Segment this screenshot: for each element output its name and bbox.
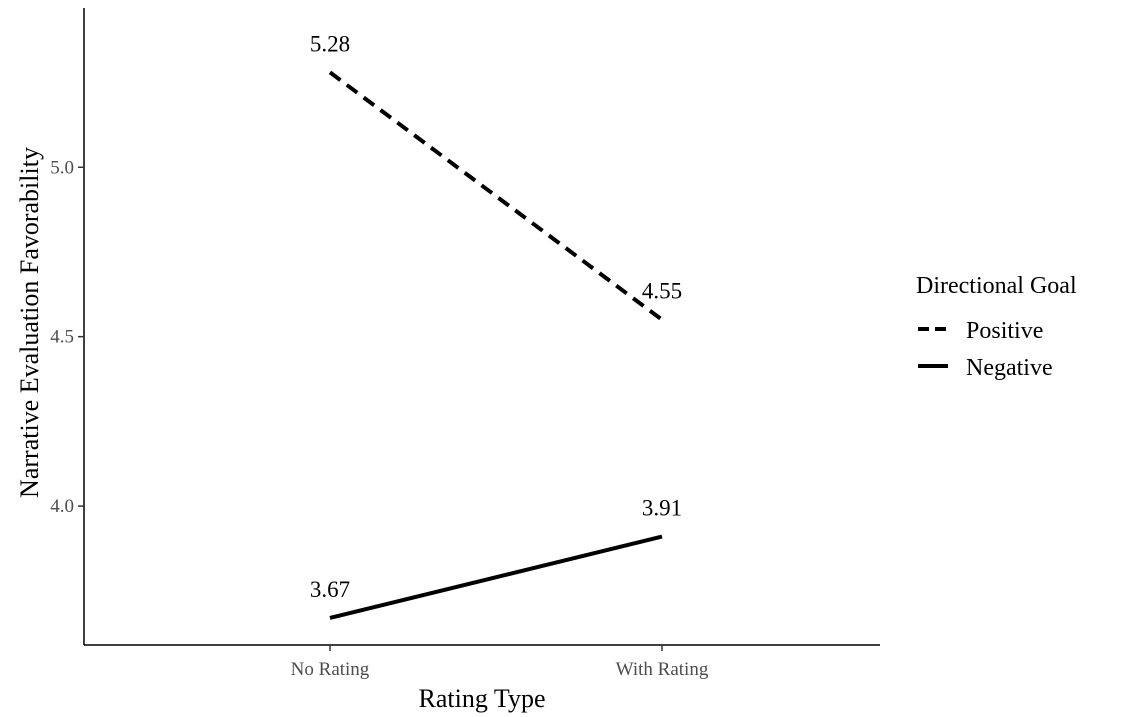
- legend-label-negative: Negative: [966, 355, 1053, 381]
- y-tick-label: 4.0: [50, 496, 74, 517]
- axes: [83, 8, 880, 646]
- y-tick-label: 5.0: [50, 157, 74, 178]
- series-line-negative: [329, 534, 663, 620]
- y-tick-label: 4.5: [50, 327, 74, 348]
- y-axis-title: Narrative Evaluation Favorability: [15, 147, 44, 498]
- series-lines: [328, 70, 664, 620]
- data-label-positive: 5.28: [310, 31, 350, 56]
- data-labels: 5.28 4.55 3.67 3.91: [310, 31, 682, 602]
- x-tick-label: With Rating: [616, 659, 709, 680]
- data-label-positive: 4.55: [642, 279, 682, 304]
- y-ticks: 4.0 4.5 5.0: [50, 157, 84, 517]
- x-tick-label: No Rating: [291, 659, 370, 680]
- x-axis-title: Rating Type: [419, 684, 546, 713]
- legend: Directional Goal Positive Negative: [916, 273, 1077, 381]
- legend-title: Directional Goal: [916, 273, 1077, 299]
- legend-label-positive: Positive: [966, 318, 1043, 344]
- legend-items: Positive Negative: [918, 318, 1053, 381]
- x-ticks: No Rating With Rating: [291, 645, 709, 680]
- series-line-positive: [328, 70, 664, 322]
- data-label-negative: 3.91: [642, 496, 682, 521]
- data-label-negative: 3.67: [310, 577, 350, 602]
